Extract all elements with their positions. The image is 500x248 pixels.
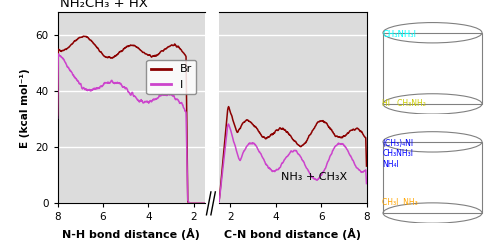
Text: HI   CH₃NH₂: HI CH₃NH₂: [382, 99, 426, 108]
Bar: [383, 142, 482, 213]
Text: CH₃I  NH₃: CH₃I NH₃: [382, 198, 418, 207]
X-axis label: N-H bond distance (Å): N-H bond distance (Å): [62, 228, 200, 240]
Text: NH₂CH₃ + HX: NH₂CH₃ + HX: [60, 0, 148, 10]
X-axis label: C-N bond distance (Å): C-N bond distance (Å): [224, 228, 361, 240]
Text: CH₃NH₃I: CH₃NH₃I: [382, 30, 416, 39]
Legend: Br, I: Br, I: [146, 60, 196, 94]
Bar: [383, 33, 482, 104]
Y-axis label: E (kcal mol⁻¹): E (kcal mol⁻¹): [20, 68, 30, 148]
Text: (CH₃)₄NI
CH₃NH₃I
NH₄I: (CH₃)₄NI CH₃NH₃I NH₄I: [382, 139, 414, 169]
Text: NH₃ + CH₃X: NH₃ + CH₃X: [281, 172, 347, 182]
